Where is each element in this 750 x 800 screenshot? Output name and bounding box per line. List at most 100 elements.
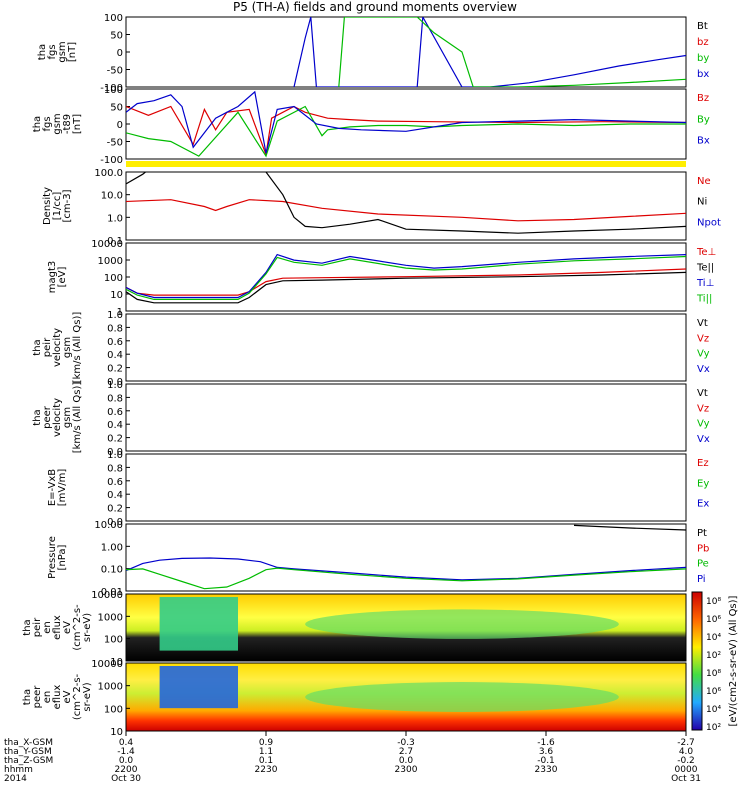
y-axis-label: fgs <box>47 44 58 59</box>
series-line-Ne <box>126 199 686 222</box>
legend-item: Ni <box>697 197 707 208</box>
y-tick-label: 0.2 <box>107 504 123 515</box>
series-line-Ti|| <box>126 255 686 300</box>
y-tick-label: 10 <box>110 727 123 738</box>
y-tick-label: 0.6 <box>107 407 123 418</box>
series-line-Pt <box>573 524 686 531</box>
x-tick-label: 4.0 <box>679 747 694 757</box>
y-axis-label: tha <box>22 619 33 635</box>
panel-frame <box>125 88 687 160</box>
panel-peir-velocity: 1.0 0.8 0.6 0.4 0.2 0.0 tha peir velocity gsm [km/… <box>32 310 710 388</box>
y-axis-label: tha <box>37 44 48 60</box>
panel-pressure: 10.00 1.00 0.10 0.01 Pressure [nPa] Pt Pb Pe Pi <box>47 520 709 598</box>
panel-fgs: 100 50 0 -50 -100 tha fgs gsm [nT] Bt bz by bx <box>37 13 709 94</box>
y-tick-label: 100.0 <box>94 168 123 179</box>
panel-peer-velocity: 1.0 0.8 0.6 0.4 0.2 0.0 tha peer velocity gsm [km/… <box>32 380 710 458</box>
y-tick-label: 0.6 <box>107 337 123 348</box>
y-axis-label: tha <box>32 409 43 425</box>
y-axis-label: [mV/m] <box>57 469 68 507</box>
x-tick-label: -1.4 <box>117 747 135 757</box>
y-tick-label: -100 <box>100 155 123 166</box>
x-tick-label: 2200 <box>115 765 138 775</box>
y-tick-label: 1.0 <box>107 310 123 321</box>
y-tick-label: 10000 <box>91 590 123 601</box>
panel-frame <box>125 16 687 88</box>
y-tick-label: 0.8 <box>107 393 123 404</box>
y-axis-label: gsm <box>62 407 73 428</box>
y-axis-label: [cm-3] <box>62 189 73 222</box>
colorbar <box>691 591 703 731</box>
legend-item: Vy <box>697 419 710 430</box>
series-line-Te|| <box>126 271 686 304</box>
x-tick-label: -0.2 <box>677 756 695 766</box>
x-tick-label: 0.0 <box>399 756 414 766</box>
legend-item: Pe <box>697 559 709 570</box>
y-tick-label: 1000 <box>98 612 123 623</box>
y-axis-label: gsm <box>62 337 73 358</box>
legend-item: By <box>697 114 710 125</box>
y-tick-label: 0.4 <box>107 350 123 361</box>
y-tick-label: -50 <box>107 66 123 77</box>
y-tick-label: 0.2 <box>107 434 123 445</box>
y-axis-label: peer <box>42 405 53 429</box>
y-tick-label: 0.10 <box>101 565 123 576</box>
colorbar-tick-label: 10⁸ <box>706 597 721 607</box>
separator-band <box>126 161 686 167</box>
panel-frame <box>125 593 687 662</box>
y-axis-label: eflux <box>52 685 63 710</box>
y-tick-label: 0.4 <box>107 490 123 501</box>
y-tick-label: 100 <box>104 85 123 96</box>
legend-item: Ne <box>697 176 711 187</box>
colorbar-tick-label: 10⁴ <box>706 705 721 715</box>
x-tick-label: -0.1 <box>537 756 555 766</box>
x-tick-label: 0.9 <box>259 738 274 748</box>
series-line-Bx <box>126 90 686 154</box>
x-tick-label: Oct 30 <box>111 774 141 784</box>
spectrogram-core <box>159 597 238 651</box>
y-axis-label: (cm^2-s- <box>72 604 83 651</box>
y-axis-label: [km/s (All Qs)] <box>72 382 83 454</box>
x-tick-label: 2.7 <box>399 747 413 757</box>
colorbar-label: [eV/(cm2-s-sr-eV) (All Qs)] <box>728 595 739 726</box>
y-tick-label: 1.0 <box>107 213 123 224</box>
legend-item: Bt <box>697 21 708 32</box>
x-tick-label: 1.1 <box>259 747 273 757</box>
y-tick-label: 10 <box>110 657 123 668</box>
legend-item: Pi <box>697 574 706 585</box>
legend-item: by <box>697 53 709 64</box>
y-axis-label: [km/s (All Qs)] <box>72 312 83 384</box>
x-tick-label: -2.7 <box>677 738 695 748</box>
legend-item: Vt <box>697 388 708 399</box>
x-row-label: hhmm <box>4 765 33 775</box>
y-axis-label: Density <box>42 187 53 225</box>
y-tick-label: 10000 <box>91 239 123 250</box>
x-tick-label: -1.6 <box>537 738 555 748</box>
panel-frame <box>125 383 687 452</box>
y-tick-label: -50 <box>107 138 123 149</box>
legend-item: bz <box>697 37 709 48</box>
legend-item: Bx <box>697 136 710 147</box>
panel-frame <box>125 453 687 522</box>
x-tick-label: -0.3 <box>397 738 415 748</box>
y-axis-label: velocity <box>52 398 63 437</box>
legend-item: Ti|| <box>696 294 712 305</box>
panel-frame <box>125 523 687 592</box>
series-line-Te⊥ <box>126 268 686 296</box>
spectrogram-blob <box>305 609 619 639</box>
y-tick-label: 0.0 <box>107 517 123 528</box>
y-axis-label: en <box>42 691 53 704</box>
series-line-By <box>126 105 686 158</box>
y-axis-label: eV <box>62 621 73 634</box>
legend-item: Pb <box>697 543 709 554</box>
legend-item: Npot <box>697 217 721 228</box>
y-tick-label: 1.0 <box>107 380 123 391</box>
y-tick-label: 10000 <box>91 659 123 670</box>
series-line-Pe <box>126 567 686 590</box>
y-tick-label: 0 <box>117 120 123 131</box>
y-tick-label: 50 <box>110 31 123 42</box>
y-tick-label: 0.2 <box>107 364 123 375</box>
y-tick-label: 0.8 <box>107 323 123 334</box>
panel-efield: 1.0 0.8 0.6 0.4 0.2 0.0 E=-VxB [mV/m] Ez Ey Ex <box>47 450 709 528</box>
